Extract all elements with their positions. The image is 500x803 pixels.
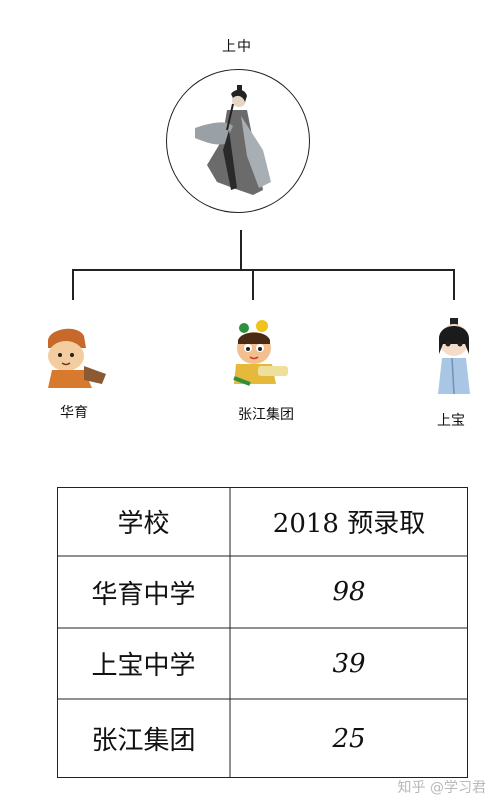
cartoon-boy-icon: [233, 320, 288, 386]
root-node: [166, 69, 310, 213]
table-cell-count: 25: [332, 723, 366, 754]
branch-drop-center: [252, 269, 254, 300]
trunk-line: [240, 230, 242, 269]
child-label-huayu: 华育: [60, 405, 88, 421]
table-header-school: 学校: [117, 509, 170, 539]
branch-drop-left: [72, 269, 74, 300]
table-cell-school: 张江集团: [91, 726, 196, 756]
watermark: 知乎 @学习君: [397, 780, 486, 796]
branch-line: [72, 269, 455, 271]
chibi-scholar-icon: [438, 318, 470, 395]
scholar-figure-icon: [195, 85, 271, 195]
branch-drop-right: [453, 269, 455, 300]
child-node-huayu: [40, 322, 110, 392]
table-cell-school: 华育中学: [91, 579, 196, 610]
child-node-shangbao: [432, 314, 478, 398]
child-label-zhangjiang: 张江集团: [238, 407, 294, 423]
child-node-zhangjiang: [228, 318, 294, 390]
child-label-shangbao: 上宝: [437, 413, 465, 429]
table-cell-count: 98: [332, 577, 366, 607]
table-cell-school: 上宝中学: [91, 651, 196, 681]
monk-boy-icon: [48, 328, 106, 388]
table-header-admission-label: 2018 预录取: [272, 509, 426, 539]
table-grid: [57, 487, 468, 778]
table-cell-count: 39: [332, 648, 366, 679]
root-label: 上中: [222, 39, 252, 55]
table-header-admission: 2018 预录取: [230, 487, 468, 556]
admission-table: 学校 2018 预录取 华育中学 98 上宝中学 39 张江集团 25: [57, 487, 468, 778]
